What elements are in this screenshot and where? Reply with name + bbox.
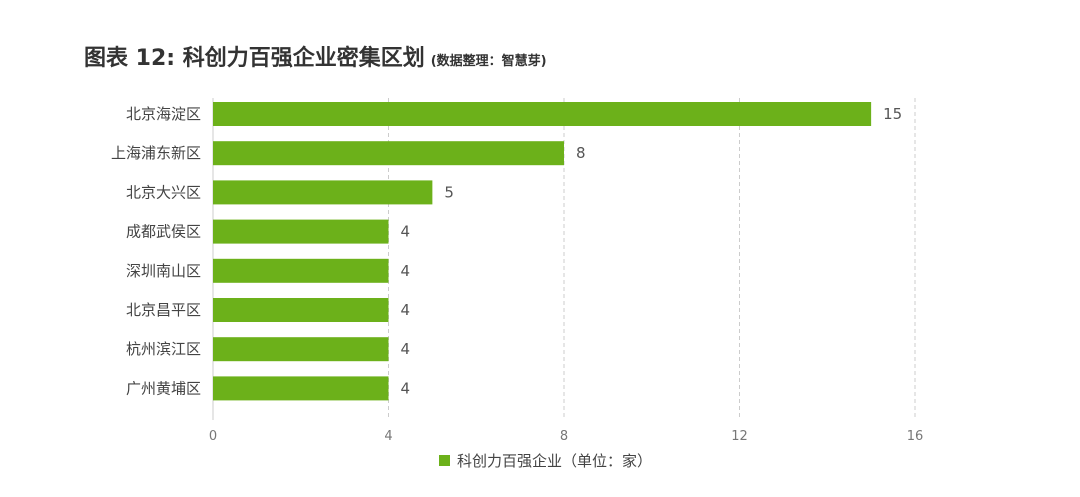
category-label: 北京大兴区 [126,183,201,201]
legend: 科创力百强企业（单位：家） [439,452,652,470]
category-label: 上海浦东新区 [111,144,201,162]
bar [213,180,433,205]
bar [213,219,389,244]
value-label: 4 [401,379,411,397]
category-label: 成都武侯区 [126,223,201,241]
value-label: 4 [401,301,411,319]
value-label: 15 [883,105,902,123]
x-tick-label: 0 [209,429,217,444]
bar [213,258,389,283]
legend-swatch [439,455,450,466]
value-label: 4 [401,340,411,358]
bar [213,102,872,126]
legend-label: 科创力百强企业（单位：家） [457,452,652,470]
x-axis-ticks: 0 4 8 12 16 [209,429,923,444]
x-tick-label: 12 [731,429,748,444]
category-label: 深圳南山区 [126,262,201,280]
category-label: 北京昌平区 [126,301,201,319]
value-labels: 15 8 5 4 4 4 4 4 [401,105,903,397]
value-label: 5 [444,183,454,201]
category-label: 杭州滨江区 [126,340,201,358]
value-label: 8 [576,144,586,162]
category-labels: 北京海淀区上海浦东新区北京大兴区成都武侯区深圳南山区北京昌平区杭州滨江区广州黄埔… [111,105,201,397]
bar [213,298,389,322]
chart-title-text: 图表 12: 科创力百强企业密集区划 [84,46,425,71]
chart-title-note: (数据整理：智慧芽) [430,54,547,69]
chart-title: 图表 12: 科创力百强企业密集区划 (数据整理：智慧芽) [84,40,547,72]
x-tick-label: 4 [384,429,392,444]
bars [213,102,872,401]
category-label: 北京海淀区 [126,105,201,123]
bar [213,337,389,362]
x-tick-label: 16 [907,429,924,444]
value-label: 4 [401,262,411,280]
value-label: 4 [401,223,411,241]
bar [213,141,564,166]
x-tick-label: 8 [560,429,568,444]
bar [213,376,389,401]
category-label: 广州黄埔区 [126,379,201,397]
